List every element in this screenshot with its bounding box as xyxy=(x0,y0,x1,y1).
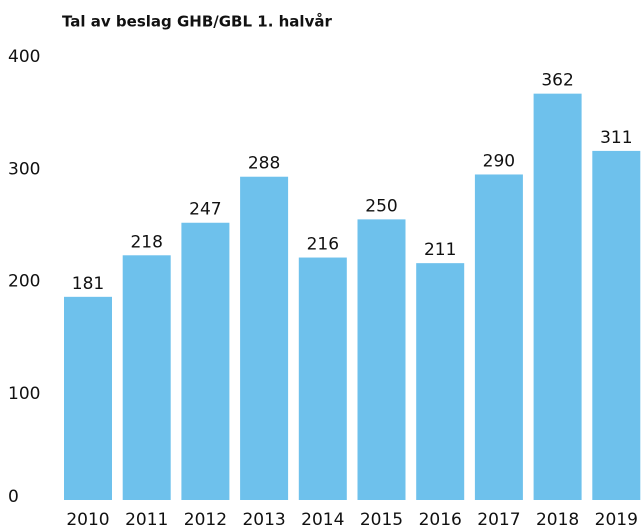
bar xyxy=(298,257,347,500)
x-tick-label: 2018 xyxy=(536,510,579,530)
value-label: 181 xyxy=(72,274,104,294)
x-tick-label: 2010 xyxy=(66,510,109,530)
bar xyxy=(64,296,112,500)
bar xyxy=(357,219,406,500)
chart-title: Tal av beslag GHB/GBL 1. halvår xyxy=(62,13,332,31)
bar xyxy=(533,93,582,500)
x-tick-label: 2019 xyxy=(595,510,638,530)
value-label: 288 xyxy=(248,154,280,174)
x-tick-label: 2014 xyxy=(301,510,344,530)
bar xyxy=(181,222,230,500)
y-tick-label: 100 xyxy=(8,384,40,404)
value-label: 247 xyxy=(189,200,221,220)
value-label: 362 xyxy=(541,71,573,91)
value-label: 211 xyxy=(424,240,456,260)
x-tick-label: 2016 xyxy=(419,510,462,530)
value-label: 250 xyxy=(365,196,397,216)
y-tick-label: 400 xyxy=(8,47,40,67)
y-tick-label: 0 xyxy=(8,487,19,507)
x-tick-label: 2012 xyxy=(184,510,227,530)
bar xyxy=(592,150,641,500)
bar xyxy=(416,263,465,500)
bar xyxy=(240,176,289,500)
x-tick-label: 2017 xyxy=(477,510,520,530)
value-label: 290 xyxy=(483,151,515,171)
value-label: 216 xyxy=(307,235,339,255)
value-label: 311 xyxy=(600,128,632,148)
bar xyxy=(474,174,523,500)
x-tick-label: 2015 xyxy=(360,510,403,530)
value-label: 218 xyxy=(130,232,162,252)
y-tick-label: 200 xyxy=(8,272,40,292)
x-tick-label: 2011 xyxy=(125,510,168,530)
bar xyxy=(122,255,171,500)
y-tick-label: 300 xyxy=(8,159,40,179)
x-tick-label: 2013 xyxy=(242,510,285,530)
